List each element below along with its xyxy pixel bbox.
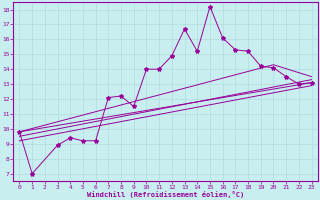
X-axis label: Windchill (Refroidissement éolien,°C): Windchill (Refroidissement éolien,°C) [87,191,244,198]
